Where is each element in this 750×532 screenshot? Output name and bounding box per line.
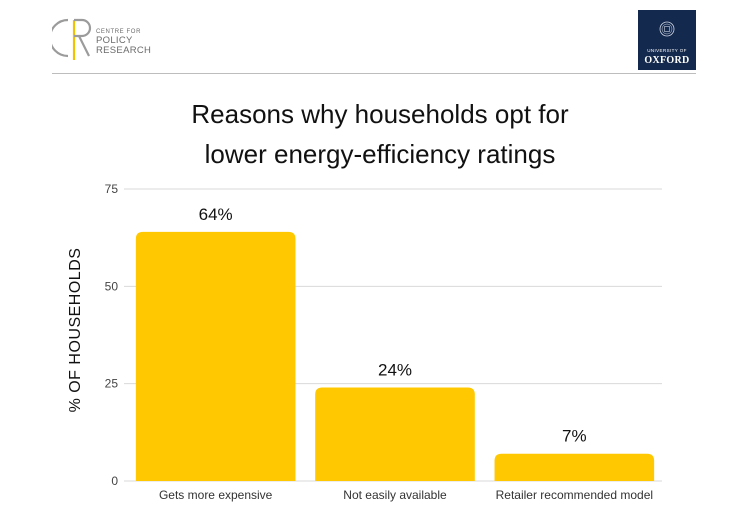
data-label: 7% xyxy=(562,427,587,446)
x-tick-label: Not easily available xyxy=(343,488,447,502)
chart-title: Reasons why households opt for lower ene… xyxy=(0,94,750,174)
chart-title-line1: Reasons why households opt for xyxy=(191,99,569,129)
y-tick-label: 75 xyxy=(105,182,119,196)
chart-title-line2: lower energy-efficiency ratings xyxy=(204,139,556,169)
cpr-logo-line2: POLICY xyxy=(96,35,133,46)
header: CENTRE FOR POLICY RESEARCH UNIVERSITY OF… xyxy=(0,0,750,80)
cpr-logo-icon xyxy=(52,18,92,60)
y-tick-label: 0 xyxy=(111,474,118,488)
x-tick-label: Gets more expensive xyxy=(159,488,273,502)
bar xyxy=(315,387,475,481)
x-tick-label: Retailer recommended model xyxy=(496,488,653,502)
oxford-logo-line2: OXFORD xyxy=(644,55,690,66)
oxford-logo: UNIVERSITY OF OXFORD xyxy=(638,10,696,70)
data-label: 64% xyxy=(199,205,233,224)
cpr-logo: CENTRE FOR POLICY RESEARCH xyxy=(52,14,162,66)
y-axis-label: % OF HOUSEHOLDS xyxy=(67,247,84,413)
y-tick-label: 50 xyxy=(105,279,119,293)
bar xyxy=(494,453,655,481)
oxford-logo-line1: UNIVERSITY OF xyxy=(647,48,687,53)
cpr-logo-line3: RESEARCH xyxy=(96,45,152,56)
cpr-logo-line1: CENTRE FOR xyxy=(96,29,141,35)
data-label: 24% xyxy=(378,361,412,380)
bar xyxy=(135,231,296,481)
oxford-crest-icon xyxy=(659,21,675,37)
y-tick-label: 25 xyxy=(105,377,119,391)
header-divider xyxy=(52,73,696,74)
cpr-logo-text: CENTRE FOR POLICY RESEARCH xyxy=(96,28,151,56)
